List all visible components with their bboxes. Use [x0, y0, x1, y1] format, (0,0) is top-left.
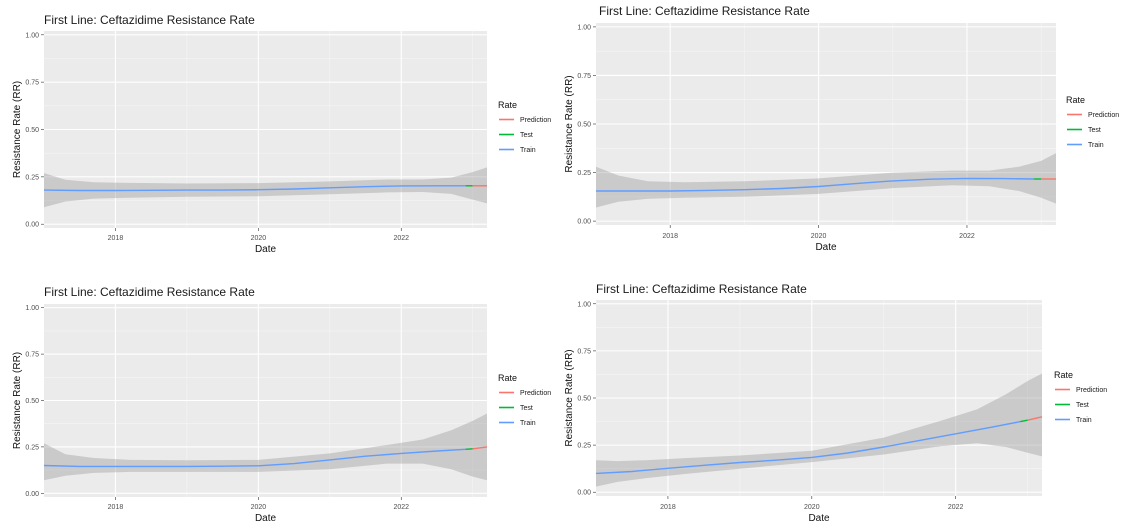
y-tick-label: 1.00: [577, 24, 591, 31]
legend-label-train: Train: [520, 420, 536, 427]
y-tick-label: 0.00: [577, 219, 591, 226]
series-line-test: [465, 448, 473, 450]
x-tick-label: 2020: [811, 233, 827, 240]
legend-label-prediction: Prediction: [1088, 112, 1119, 119]
y-tick-label: 0.00: [25, 491, 39, 498]
chart-title: First Line: Ceftazidime Resistance Rate: [599, 4, 810, 18]
legend-title: Rate: [1054, 370, 1073, 380]
y-tick-label: 0.00: [25, 222, 39, 229]
series-line-prediction: [472, 446, 488, 450]
chart-panel-1: 0.00 0.25 0.50 0.75 1.00 2018 2020 2022 First Li…: [0, 0, 560, 264]
legend-label-test: Test: [520, 132, 533, 139]
legend-label-test: Test: [1088, 127, 1101, 134]
chart-svg-3: 0.00 0.25 0.50 0.75 1.00 2018 2020 2022 First Li…: [12, 285, 551, 524]
x-tick-label: 2022: [948, 504, 964, 511]
y-tick-label: 0.75: [577, 348, 591, 355]
y-tick-label: 0.50: [577, 396, 591, 403]
y-tick-label: 0.25: [25, 174, 39, 181]
legend-label-test: Test: [1076, 402, 1089, 409]
x-tick-label: 2022: [959, 233, 975, 240]
y-tick-label: 0.75: [25, 352, 39, 359]
series-line-train: [596, 177, 1034, 192]
y-axis-label: Resistance Rate (RR): [564, 349, 575, 446]
confidence-ribbon: [596, 153, 1056, 208]
confidence-ribbon: [596, 373, 1042, 487]
legend-title: Rate: [1066, 95, 1085, 105]
legend-label-train: Train: [1088, 142, 1104, 149]
y-tick-label: 0.50: [577, 122, 591, 129]
x-tick-label: 2020: [804, 504, 820, 511]
x-axis-label: Date: [255, 513, 277, 524]
y-tick-label: 1.00: [25, 305, 39, 312]
x-tick-label: 2020: [251, 504, 267, 511]
chart-svg-2: 0.00 0.25 0.50 0.75 1.00 2018 2020 2022 First Li…: [564, 4, 1119, 253]
legend-label-prediction: Prediction: [520, 390, 551, 397]
x-axis-label: Date: [255, 244, 277, 255]
chart-title: First Line: Ceftazidime Resistance Rate: [44, 13, 255, 27]
chart-svg-1: 0.00 0.25 0.50 0.75 1.00 2018 2020 2022 First Li…: [12, 13, 551, 255]
y-tick-label: 0.50: [25, 127, 39, 134]
chart-title: First Line: Ceftazidime Resistance Rate: [596, 282, 807, 296]
confidence-ribbon: [44, 413, 487, 481]
x-tick-label: 2018: [662, 233, 678, 240]
legend-label-prediction: Prediction: [520, 117, 551, 124]
x-tick-label: 2022: [393, 235, 409, 242]
confidence-ribbon: [44, 167, 487, 208]
legend-label-test: Test: [520, 405, 533, 412]
legend-label-train: Train: [1076, 417, 1092, 424]
y-tick-label: 0.25: [577, 170, 591, 177]
y-tick-label: 1.00: [577, 301, 591, 308]
y-axis-label: Resistance Rate (RR): [12, 352, 23, 449]
series-line-train: [43, 448, 466, 468]
chart-svg-4: 0.00 0.25 0.50 0.75 1.00 2018 2020 2022 First Li…: [564, 282, 1107, 524]
y-tick-label: 0.75: [577, 73, 591, 80]
y-tick-label: 0.25: [25, 444, 39, 451]
legend-label-train: Train: [520, 147, 536, 154]
legend-title: Rate: [498, 373, 517, 383]
series-line-train: [595, 420, 1021, 475]
series-line-test: [1020, 419, 1028, 423]
y-tick-label: 0.00: [577, 490, 591, 497]
x-axis-label: Date: [808, 513, 830, 524]
x-tick-label: 2022: [393, 504, 409, 511]
x-tick-label: 2018: [108, 235, 124, 242]
x-tick-label: 2020: [251, 235, 267, 242]
chart-panel-2: 0.00 0.25 0.50 0.75 1.00 2018 2020 2022 First Li…: [556, 0, 1128, 264]
x-tick-label: 2018: [108, 504, 124, 511]
y-tick-label: 1.00: [25, 32, 39, 39]
x-axis-label: Date: [815, 242, 837, 253]
series-line-prediction: [1027, 416, 1043, 421]
y-tick-label: 0.25: [577, 443, 591, 450]
series-line-train: [43, 185, 466, 192]
y-axis-label: Resistance Rate (RR): [12, 81, 23, 178]
x-tick-label: 2018: [660, 504, 676, 511]
y-tick-label: 0.75: [25, 80, 39, 87]
chart-panel-4: 0.00 0.25 0.50 0.75 1.00 2018 2020 2022 First Li…: [556, 264, 1128, 527]
y-tick-label: 0.50: [25, 398, 39, 405]
chart-title: First Line: Ceftazidime Resistance Rate: [44, 285, 255, 299]
legend-label-prediction: Prediction: [1076, 387, 1107, 394]
legend-title: Rate: [498, 100, 517, 110]
y-axis-label: Resistance Rate (RR): [564, 75, 575, 172]
chart-panel-3: 0.00 0.25 0.50 0.75 1.00 2018 2020 2022 First Li…: [0, 264, 560, 527]
